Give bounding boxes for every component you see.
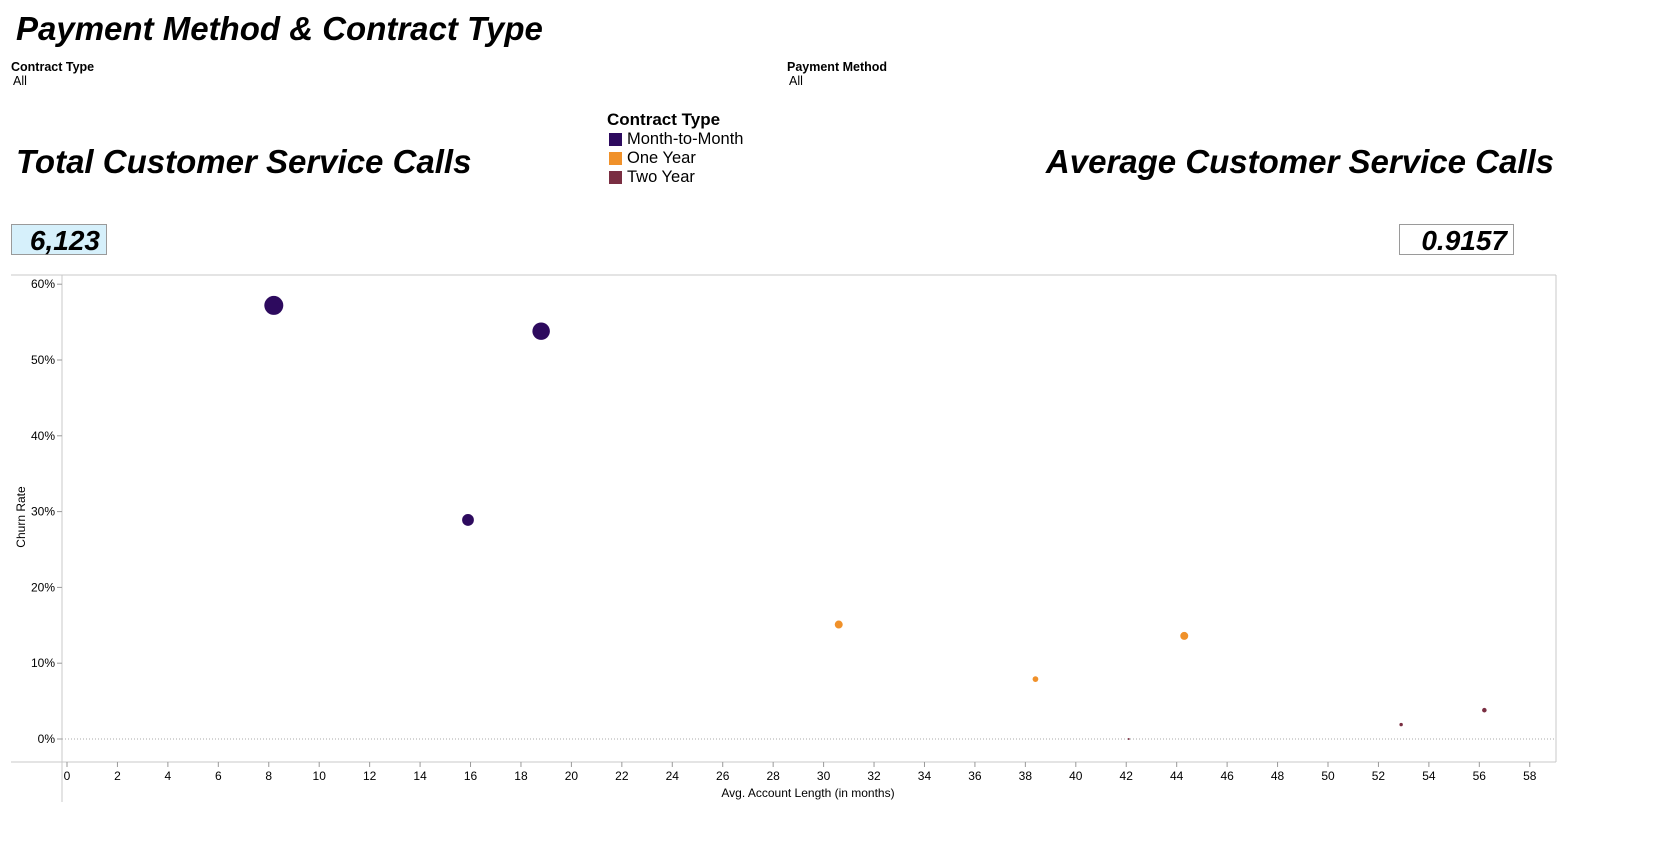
x-tick-label: 48: [1271, 769, 1285, 783]
filter-payment-method-value[interactable]: All: [789, 74, 803, 88]
x-tick-label: 52: [1372, 769, 1386, 783]
y-tick-label: 0%: [38, 732, 56, 746]
legend-swatch-two-year: [609, 171, 622, 184]
y-axis-title: Churn Rate: [14, 486, 28, 548]
x-tick-label: 32: [867, 769, 881, 783]
x-tick-label: 44: [1170, 769, 1184, 783]
legend-label-two-year: Two Year: [627, 168, 695, 186]
data-point: [1482, 707, 1487, 713]
x-tick-label: 0: [64, 769, 71, 783]
y-tick-label: 20%: [31, 580, 55, 594]
data-point: [1180, 631, 1189, 640]
y-tick-label: 10%: [31, 656, 55, 670]
total-calls-value: 6,123: [11, 224, 107, 256]
x-tick-label: 28: [766, 769, 780, 783]
x-tick-label: 6: [215, 769, 222, 783]
data-point: [834, 620, 843, 629]
x-tick-label: 16: [464, 769, 478, 783]
data-point: [1032, 676, 1039, 682]
average-calls-value: 0.9157: [1399, 224, 1514, 256]
legend-swatch-one-year: [609, 152, 622, 165]
legend-title: Contract Type: [607, 110, 721, 129]
legend-swatch-month-to-month: [609, 133, 622, 146]
data-point: [264, 295, 284, 315]
x-tick-label: 46: [1220, 769, 1234, 783]
dashboard-title: Payment Method & Contract Type: [16, 10, 543, 47]
data-point: [1127, 738, 1130, 740]
filter-contract-type-label: Contract Type: [11, 60, 95, 74]
x-tick-label: 18: [514, 769, 528, 783]
y-tick-label: 50%: [31, 353, 55, 367]
x-tick-label: 4: [165, 769, 172, 783]
filter-contract-type[interactable]: Contract Type All: [11, 60, 94, 88]
x-tick-label: 26: [716, 769, 730, 783]
x-tick-label: 14: [413, 769, 427, 783]
x-axis-title: Avg. Account Length (in months): [721, 786, 894, 800]
x-tick-label: 30: [817, 769, 831, 783]
data-point: [1399, 722, 1403, 727]
legend-label-one-year: One Year: [627, 149, 696, 167]
x-tick-label: 58: [1523, 769, 1537, 783]
legend-label-month-to-month: Month-to-Month: [627, 130, 744, 148]
total-calls-title: Total Customer Service Calls: [16, 143, 472, 180]
x-tick-label: 42: [1120, 769, 1134, 783]
x-tick-label: 22: [615, 769, 629, 783]
x-tick-label: 10: [313, 769, 327, 783]
legend-item-one-year[interactable]: One Year: [609, 149, 696, 168]
x-tick-label: 2: [114, 769, 121, 783]
x-tick-label: 8: [265, 769, 272, 783]
x-tick-label: 34: [918, 769, 932, 783]
data-point: [532, 322, 550, 340]
filter-contract-type-value[interactable]: All: [13, 74, 27, 88]
average-calls-title: Average Customer Service Calls: [1045, 143, 1554, 180]
filter-payment-method-label: Payment Method: [787, 60, 888, 74]
y-tick-label: 40%: [31, 429, 55, 443]
y-tick-label: 60%: [31, 277, 55, 291]
x-tick-label: 36: [968, 769, 982, 783]
x-tick-label: 38: [1019, 769, 1033, 783]
x-tick-label: 50: [1321, 769, 1335, 783]
filter-payment-method[interactable]: Payment Method All: [787, 60, 887, 88]
x-tick-label: 40: [1069, 769, 1083, 783]
x-tick-label: 12: [363, 769, 377, 783]
data-point: [462, 514, 474, 526]
x-tick-label: 56: [1473, 769, 1487, 783]
x-tick-label: 24: [666, 769, 680, 783]
legend-item-month-to-month[interactable]: Month-to-Month: [609, 130, 743, 149]
y-tick-label: 30%: [31, 505, 55, 519]
legend-item-two-year[interactable]: Two Year: [609, 168, 695, 187]
x-tick-label: 54: [1422, 769, 1436, 783]
x-tick-label: 20: [565, 769, 579, 783]
